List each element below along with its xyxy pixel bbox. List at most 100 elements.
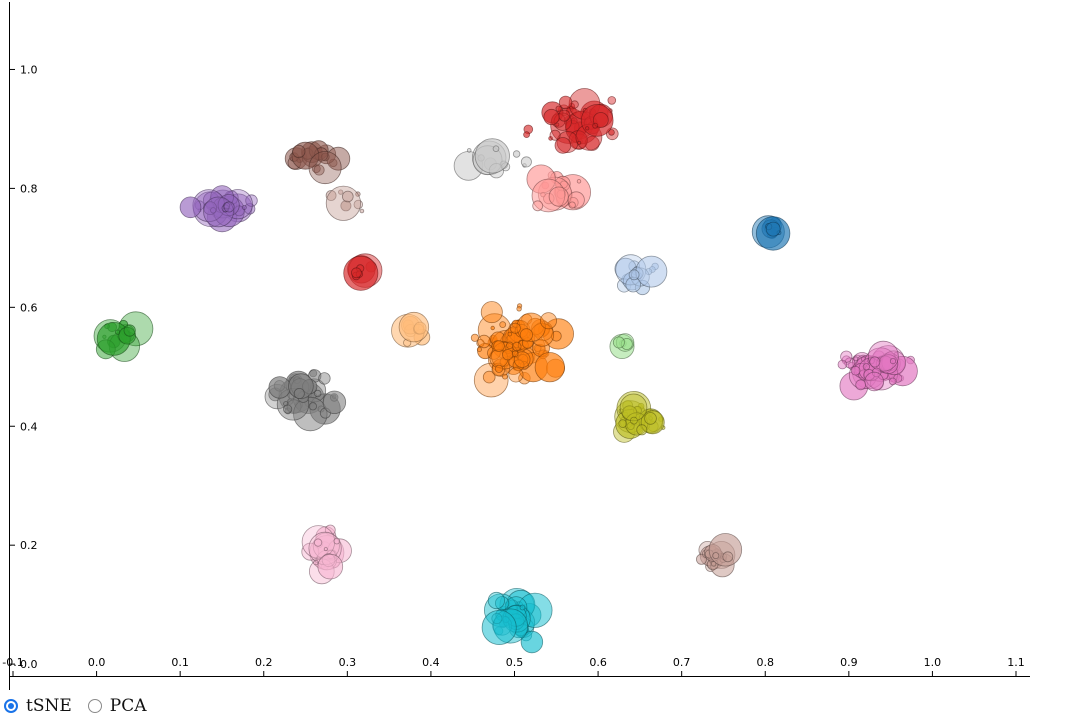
data-point[interactable] xyxy=(490,325,495,331)
data-point[interactable] xyxy=(179,196,202,219)
data-point[interactable] xyxy=(576,140,582,145)
data-point[interactable] xyxy=(210,207,217,214)
data-point[interactable] xyxy=(308,151,342,185)
data-point[interactable] xyxy=(508,367,524,383)
data-point[interactable] xyxy=(555,105,562,112)
data-point[interactable] xyxy=(888,377,897,386)
data-point[interactable] xyxy=(494,364,504,373)
data-point[interactable] xyxy=(323,547,328,552)
data-point[interactable] xyxy=(308,402,317,411)
data-point[interactable] xyxy=(268,376,291,399)
data-point[interactable] xyxy=(837,359,848,370)
data-point[interactable] xyxy=(558,109,571,122)
data-point[interactable] xyxy=(855,379,867,391)
data-point[interactable] xyxy=(314,389,322,398)
data-point[interactable] xyxy=(628,269,640,281)
data-point[interactable] xyxy=(765,221,781,237)
data-point[interactable] xyxy=(585,126,590,131)
tsne-radio[interactable] xyxy=(4,699,18,713)
data-point[interactable] xyxy=(513,351,531,368)
data-point[interactable] xyxy=(519,328,534,342)
data-point[interactable] xyxy=(317,553,344,580)
data-point[interactable] xyxy=(341,190,354,203)
data-point[interactable] xyxy=(549,129,561,141)
data-point[interactable] xyxy=(318,372,331,385)
data-point[interactable] xyxy=(540,312,558,330)
data-point[interactable] xyxy=(864,371,884,392)
data-point[interactable] xyxy=(644,412,657,425)
data-point[interactable] xyxy=(466,148,472,153)
data-point[interactable] xyxy=(476,346,482,352)
data-point[interactable] xyxy=(338,189,344,195)
data-point[interactable] xyxy=(313,559,319,566)
data-point[interactable] xyxy=(325,190,337,201)
data-point[interactable] xyxy=(293,387,305,399)
data-point[interactable] xyxy=(532,200,544,212)
data-point[interactable] xyxy=(487,591,505,610)
data-point[interactable] xyxy=(293,396,328,432)
data-point[interactable] xyxy=(592,122,599,129)
data-point[interactable] xyxy=(558,95,573,110)
data-point[interactable] xyxy=(320,152,330,162)
data-point[interactable] xyxy=(398,311,430,343)
data-point[interactable] xyxy=(548,186,569,207)
data-point[interactable] xyxy=(245,194,258,207)
data-point[interactable] xyxy=(313,164,325,176)
data-point[interactable] xyxy=(630,416,638,425)
data-point[interactable] xyxy=(516,306,522,312)
data-point[interactable] xyxy=(568,201,576,209)
data-point[interactable] xyxy=(292,144,306,158)
data-point[interactable] xyxy=(618,419,627,428)
data-point[interactable] xyxy=(712,552,720,560)
data-point[interactable] xyxy=(350,267,362,279)
data-point[interactable] xyxy=(555,122,560,127)
data-point[interactable] xyxy=(501,373,508,380)
data-point[interactable] xyxy=(115,329,121,335)
option-tsne[interactable]: tSNE xyxy=(0,696,84,716)
data-point[interactable] xyxy=(554,137,572,154)
data-point[interactable] xyxy=(313,538,323,547)
data-point[interactable] xyxy=(325,185,361,221)
data-point[interactable] xyxy=(543,108,560,126)
data-point[interactable] xyxy=(283,401,289,407)
data-point[interactable] xyxy=(612,336,625,349)
data-point[interactable] xyxy=(493,340,505,352)
data-point[interactable] xyxy=(474,138,510,174)
data-point[interactable] xyxy=(607,96,617,105)
data-point[interactable] xyxy=(850,365,861,376)
data-point[interactable] xyxy=(322,390,347,415)
data-point[interactable] xyxy=(482,370,496,384)
data-point[interactable] xyxy=(619,393,648,422)
data-point[interactable] xyxy=(576,179,582,184)
data-point[interactable] xyxy=(869,356,881,368)
data-point[interactable] xyxy=(123,324,136,337)
data-point[interactable] xyxy=(477,334,491,349)
data-point[interactable] xyxy=(509,322,521,334)
data-point[interactable] xyxy=(480,301,503,324)
data-point[interactable] xyxy=(636,424,648,436)
data-point[interactable] xyxy=(282,404,293,414)
data-point[interactable] xyxy=(608,129,615,136)
data-point[interactable] xyxy=(241,205,247,210)
data-point[interactable] xyxy=(512,150,521,158)
data-point[interactable] xyxy=(492,145,500,153)
data-point[interactable] xyxy=(481,610,517,646)
data-point[interactable] xyxy=(333,537,341,545)
data-point[interactable] xyxy=(519,604,526,611)
data-point[interactable] xyxy=(499,321,507,329)
data-point[interactable] xyxy=(506,341,514,349)
data-point[interactable] xyxy=(502,349,514,361)
data-point[interactable] xyxy=(534,352,565,383)
data-point[interactable] xyxy=(359,208,365,214)
data-point[interactable] xyxy=(722,551,734,563)
data-point[interactable] xyxy=(520,630,544,654)
data-point[interactable] xyxy=(710,561,717,567)
data-point[interactable] xyxy=(223,201,235,213)
pca-radio[interactable] xyxy=(87,699,102,713)
data-point[interactable] xyxy=(520,156,532,168)
data-point[interactable] xyxy=(512,341,522,352)
data-point[interactable] xyxy=(889,357,897,365)
data-point[interactable] xyxy=(507,331,513,337)
data-point[interactable] xyxy=(511,350,519,358)
data-point[interactable] xyxy=(523,131,530,139)
